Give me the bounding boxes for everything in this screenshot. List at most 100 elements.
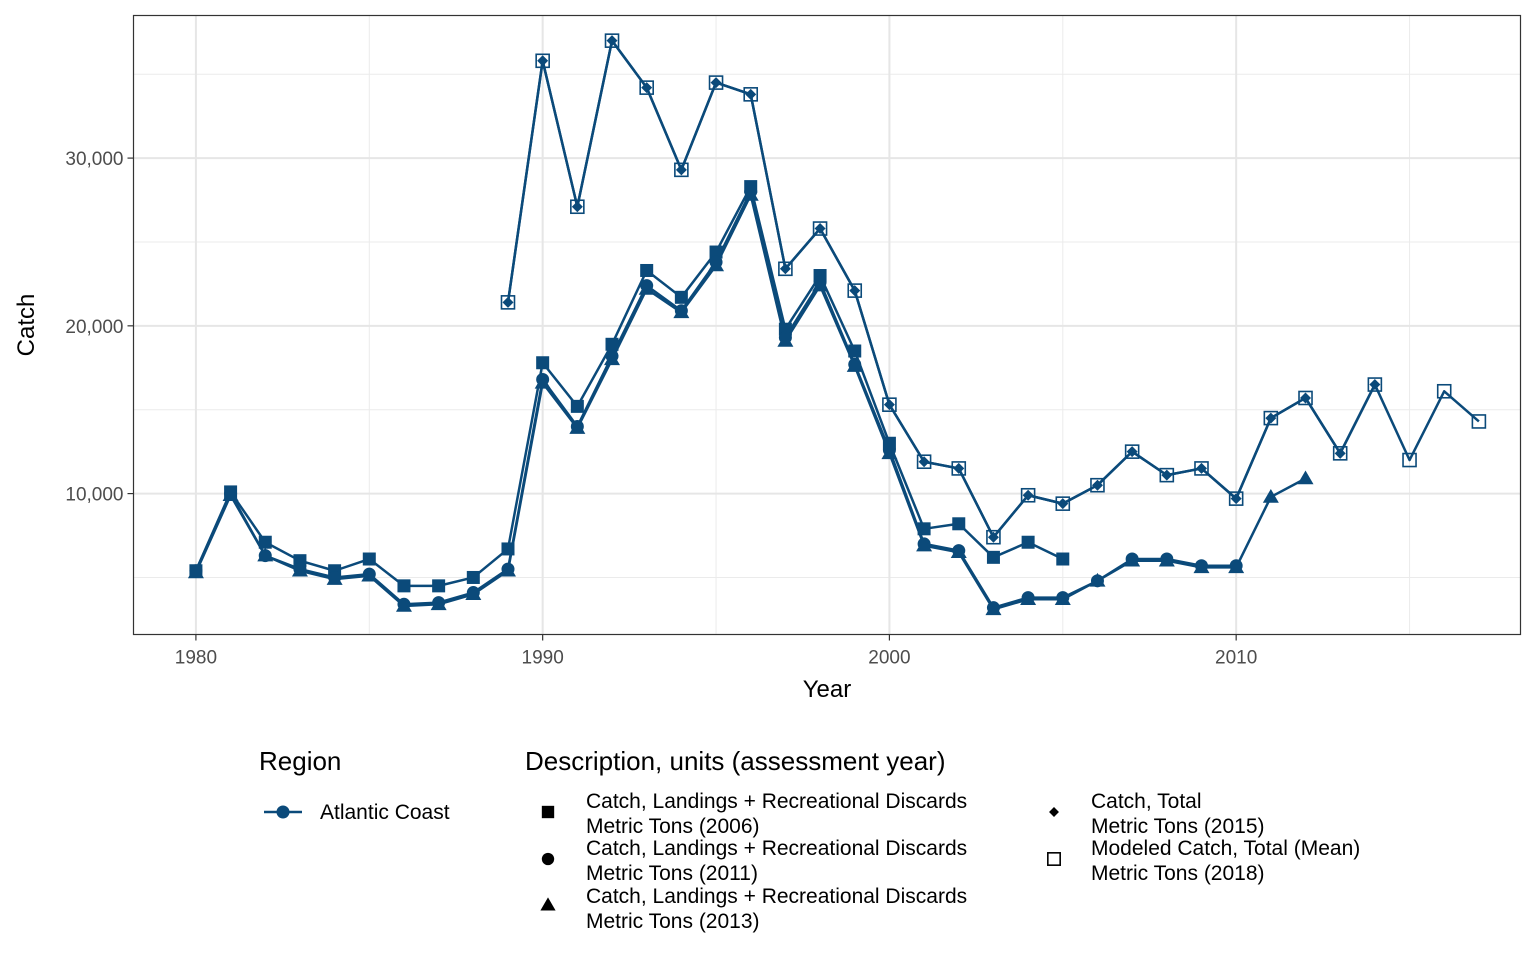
data-point-diamond [502,296,514,308]
data-point-square [709,245,723,259]
legend-region-label: Atlantic Coast [320,801,450,824]
legend-item-label: Catch, Landings + Recreational Discards [586,837,967,860]
data-point-triangle [499,562,516,577]
data-point-triangle [1124,552,1141,567]
data-point-square [1056,552,1070,566]
data-point-diamond [953,462,965,474]
data-point-diamond [918,456,930,468]
data-point-triangle [673,304,690,319]
data-point-open-square [778,261,793,277]
data-point-open-square [847,283,863,298]
data-point-triangle [708,257,725,272]
data-point-square [640,263,654,277]
axis-ticks: 1980 1990 2000 2010 10,000 20,000 30,000 [65,149,1257,668]
data-point-square [952,517,966,531]
data-point-triangle [465,586,482,600]
data-point-square [1021,535,1035,549]
data-point-open-square [708,75,724,90]
data-point-square [674,290,688,304]
data-point-diamond [849,285,861,297]
data-point-square [536,356,550,370]
data-point-diamond [814,223,826,235]
legend-item-units: Metric Tons (2011) [586,862,758,885]
data-point-diamond [641,82,653,94]
legend-region-title: Region [259,746,341,776]
x-tick-label: 2000 [868,648,910,669]
x-tick-label: 1990 [522,648,564,669]
data-point-triangle [916,537,933,552]
data-point-open-square [1194,461,1209,476]
data-point-square [986,550,1000,564]
data-point-open-square [604,33,620,48]
data-point-diamond [571,201,583,213]
data-point-triangle [950,544,967,559]
data-point-open-square [916,454,932,470]
data-point-diamond [606,35,618,47]
data-point-square [397,579,411,593]
data-point-diamond [745,88,757,100]
legend-item-units: Metric Tons (2015) [1091,815,1265,838]
data-point-square [917,522,931,536]
data-point-triangle [812,277,829,292]
data-point-open-square [1367,377,1383,392]
data-point-square [362,552,376,566]
data-point-open-square [1159,467,1175,483]
data-point-open-square [535,53,550,69]
data-point-open-square [1055,496,1071,511]
data-point-open-square [1228,491,1244,506]
data-point-open-square [743,87,759,102]
data-point-diamond [1057,498,1069,510]
data-point-diamond [1022,489,1034,501]
data-point-open-square [882,397,897,412]
legend-key-diamond [1049,807,1059,817]
legend-item-label: Catch, Landings + Recreational Discards [586,885,967,908]
y-tick-label: 30,000 [65,149,123,170]
data-point-diamond [675,164,687,176]
y-axis-title: Catch [13,294,40,357]
data-point-diamond [1195,462,1207,474]
data-point-diamond [1161,469,1173,481]
data-point-square [605,337,619,351]
data-point-triangle [257,547,274,562]
data-point-square [466,570,480,584]
data-point-triangle [1228,559,1245,574]
data-point-triangle [742,186,759,201]
data-point-diamond [779,263,791,275]
legend-item-units: Metric Tons (2013) [586,910,760,933]
legend-item-label: Modeled Catch, Total (Mean) [1091,837,1360,860]
data-point-diamond [537,55,549,67]
data-point-open-square [951,461,967,476]
data-point-diamond [710,77,722,89]
legend-description-title: Description, units (assessment year) [525,746,945,776]
data-point-triangle [1297,470,1314,485]
data-point-diamond [1091,479,1103,491]
legend-key-triangle [540,897,556,911]
data-point-diamond [1126,446,1138,458]
data-point-diamond [883,399,895,411]
data-point-open-square [1090,477,1105,493]
legend-key-square [541,805,555,819]
data-point-triangle [1262,488,1279,503]
data-point-diamond [1369,379,1381,391]
data-point-triangle [604,351,621,366]
legend-key-open-square [1047,852,1061,866]
data-point-triangle [361,567,378,582]
x-tick-label: 2010 [1215,648,1257,669]
data-point-open-square [1471,414,1487,429]
data-point-diamond [1334,447,1346,459]
data-point-diamond [1265,412,1277,424]
data-point-diamond [1230,493,1242,505]
data-point-triangle [534,374,551,389]
data-point-open-square [1020,487,1036,503]
data-point-open-square [674,162,689,178]
data-point-square [570,399,584,413]
series-points [187,33,1487,616]
grid [133,15,1521,635]
data-point-triangle [777,332,794,347]
data-point-triangle [1054,591,1071,606]
legend-items: Catch, Landings + Recreational DiscardsM… [540,790,1360,933]
data-point-diamond [1300,392,1312,404]
legend: Region Atlantic Coast Description, units… [259,746,1360,933]
panel-border [132,14,1522,636]
